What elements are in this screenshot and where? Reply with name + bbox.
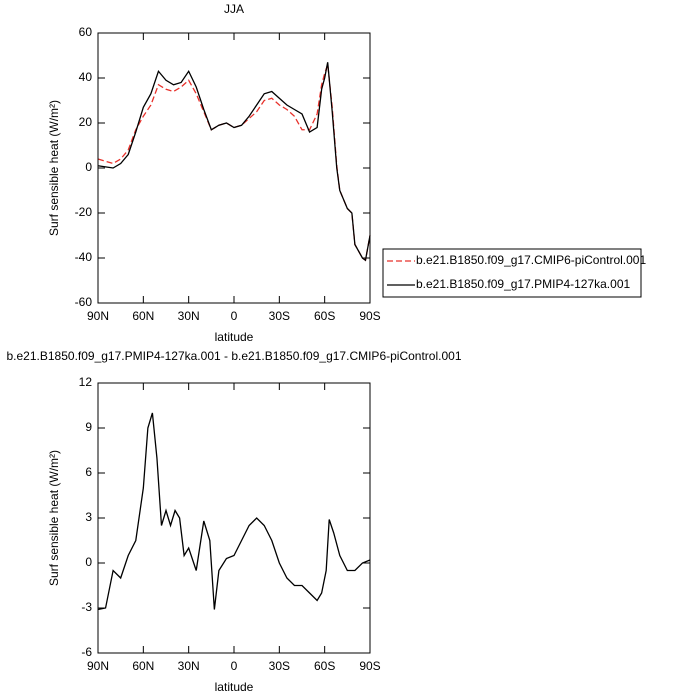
- y-tick-label: 12: [79, 375, 93, 389]
- y-tick-label: 40: [79, 70, 93, 84]
- y-axis-label: Surf sensible heat (W/m²): [47, 100, 61, 236]
- y-tick-label: 9: [85, 420, 92, 434]
- chart-title: b.e21.B1850.f09_g17.PMIP4-127ka.001 - b.…: [7, 349, 462, 363]
- x-tick-label: 30S: [269, 309, 290, 323]
- y-axis-label: Surf sensible heat (W/m²): [47, 450, 61, 586]
- x-tick-label: 30N: [178, 309, 200, 323]
- y-tick-label: 60: [79, 25, 93, 39]
- y-tick-label: 0: [85, 160, 92, 174]
- x-tick-label: 90N: [87, 309, 109, 323]
- plot-frame: [97, 382, 371, 654]
- x-tick-label: 60N: [132, 309, 154, 323]
- x-tick-label: 30S: [269, 659, 290, 673]
- x-tick-label: 60S: [314, 659, 335, 673]
- y-tick-label: -6: [81, 645, 92, 659]
- x-axis-label: latitude: [215, 680, 254, 694]
- legend-label: b.e21.B1850.f09_g17.CMIP6-piControl.001: [416, 253, 646, 267]
- y-tick-label: 0: [85, 555, 92, 569]
- x-tick-label: 90S: [359, 659, 380, 673]
- chart-title: JJA: [224, 2, 244, 16]
- legend-box: [382, 248, 642, 298]
- x-tick-label: 90N: [87, 659, 109, 673]
- y-tick-label: -20: [75, 205, 93, 219]
- x-tick-label: 60N: [132, 659, 154, 673]
- y-tick-label: -3: [81, 600, 92, 614]
- x-tick-label: 90S: [359, 309, 380, 323]
- x-axis-label: latitude: [215, 330, 254, 344]
- x-tick-label: 30N: [178, 659, 200, 673]
- y-tick-label: -40: [75, 250, 93, 264]
- y-tick-label: -60: [75, 295, 93, 309]
- plot-frame: [97, 32, 371, 304]
- data-line: [97, 412, 371, 611]
- x-tick-label: 0: [231, 659, 238, 673]
- y-tick-label: 20: [79, 115, 93, 129]
- data-line: [97, 64, 371, 262]
- x-tick-label: 60S: [314, 309, 335, 323]
- legend-label: b.e21.B1850.f09_g17.PMIP4-127ka.001: [416, 277, 630, 291]
- data-line: [97, 62, 371, 262]
- x-tick-label: 0: [231, 309, 238, 323]
- y-tick-label: 3: [85, 510, 92, 524]
- y-tick-label: 6: [85, 465, 92, 479]
